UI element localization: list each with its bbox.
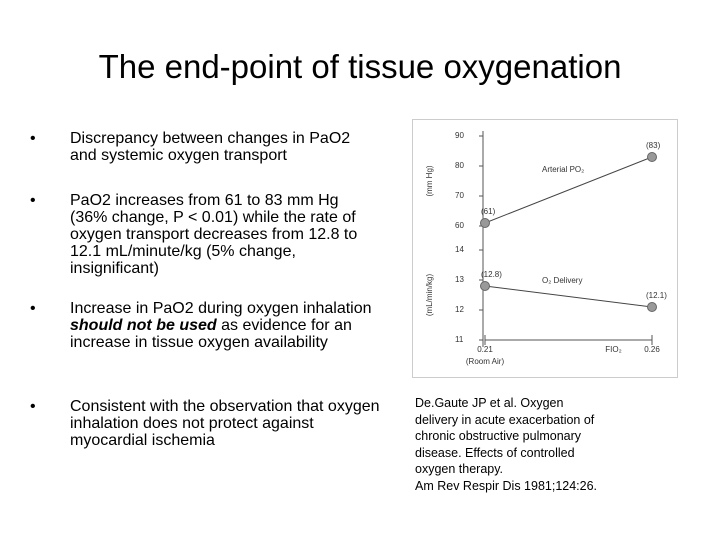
y-tick-label: 12	[455, 305, 464, 314]
y-tick-label: 60	[455, 221, 464, 230]
y-tick-label: 13	[455, 275, 464, 284]
figure-frame	[412, 119, 678, 378]
y-axis-label: (mm Hg)	[425, 165, 434, 196]
citation-line: delivery in acute exacerbation of	[415, 412, 595, 427]
data-label: (12.8)	[481, 270, 502, 279]
data-line	[484, 285, 653, 308]
citation-line: chronic obstructive pulmonary	[415, 429, 582, 443]
emphasis: should not be used	[70, 317, 217, 334]
text-run: PaO2 increases from 61 to 83 mm Hg (36% …	[70, 192, 358, 277]
data-label: (12.1)	[646, 291, 667, 300]
y-tick-label: 14	[455, 245, 464, 254]
text-run: as evidence for an increase in tissue ox…	[70, 317, 352, 351]
figure: 60 70 80 90 (mm Hg) (61) (83) Arterial PO₂ 11 12 1…	[412, 119, 678, 378]
y-tick-label: 11	[455, 335, 464, 344]
text-run: Consistent with the observation that oxy…	[70, 398, 380, 449]
citation-line: Am Rev Respir Dis 1981;124:26.	[415, 478, 598, 493]
bullet-text: Discrepancy between changes in PaO2 and …	[70, 130, 380, 164]
data-point	[480, 281, 490, 291]
series-label: O₂ Delivery	[542, 276, 582, 285]
x-note: (Room Air)	[466, 357, 505, 366]
citation: De.Gaute JP et al. Oxygen delivery in acu…	[415, 395, 645, 494]
citation-line: disease. Effects of controlled	[415, 445, 575, 460]
y-tick-label: 90	[455, 131, 464, 140]
data-point	[647, 152, 657, 162]
bullet-marker: •	[30, 130, 36, 147]
data-point	[647, 302, 657, 312]
bullet-text: PaO2 increases from 61 to 83 mm Hg (36% …	[70, 192, 380, 277]
text-run: Discrepancy between changes in PaO2 and …	[70, 130, 351, 164]
y-tick-label: 80	[455, 161, 464, 170]
data-label: (61)	[481, 207, 496, 216]
x-tick-label: 0.26	[644, 345, 660, 354]
y-axis-label: (mL/min/kg)	[425, 274, 434, 317]
bullet-marker: •	[30, 300, 36, 317]
bullet-marker: •	[30, 398, 36, 415]
x-axis-label: FIO₂	[605, 345, 621, 354]
series-label: Arterial PO₂	[542, 165, 584, 174]
data-line	[484, 156, 653, 224]
bullet-marker: •	[30, 192, 36, 209]
data-label: (83)	[646, 141, 661, 150]
y-tick-label: 70	[455, 191, 464, 200]
citation-line: De.Gaute JP et al. Oxygen	[415, 396, 564, 410]
slide-title: The end-point of tissue oxygenation	[98, 48, 622, 85]
bullet-text: Increase in PaO2 during oxygen inhalatio…	[70, 300, 380, 351]
text-run: Increase in PaO2 during oxygen inhalatio…	[70, 300, 372, 317]
data-point	[480, 218, 490, 228]
x-tick-label: 0.21	[477, 345, 493, 354]
citation-line: oxygen therapy.	[415, 462, 504, 476]
bullet-text: Consistent with the observation that oxy…	[70, 398, 380, 449]
